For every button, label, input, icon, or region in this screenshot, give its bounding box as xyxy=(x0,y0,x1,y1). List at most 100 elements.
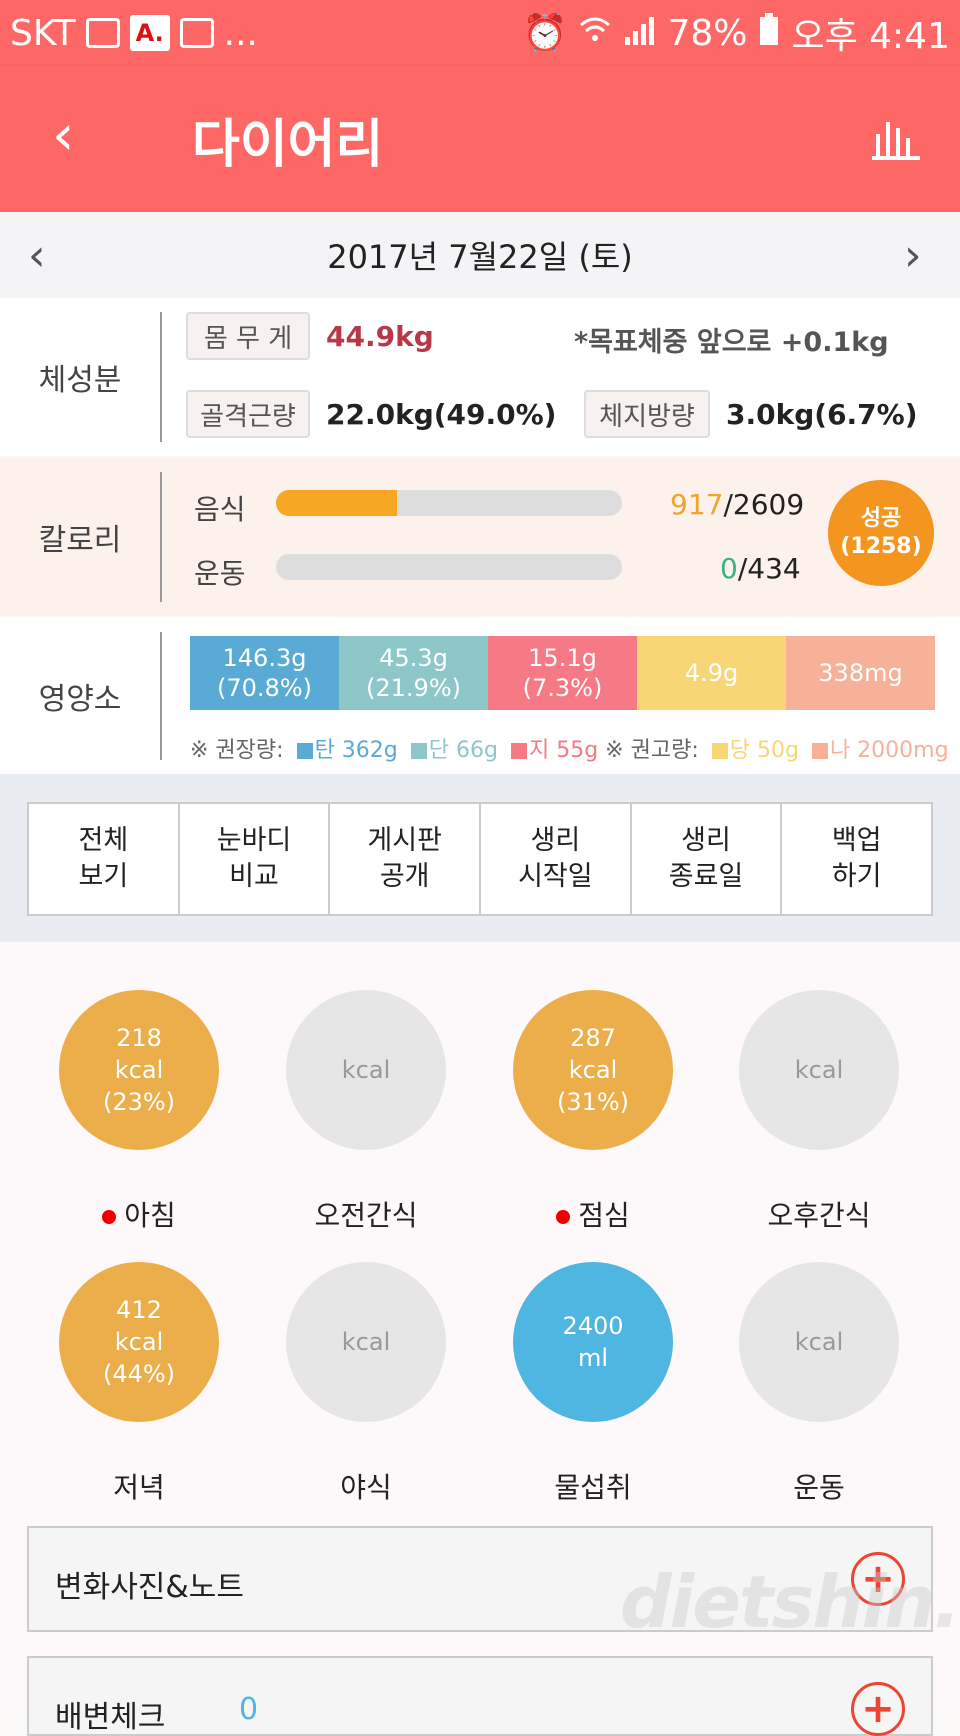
meal-label-text: 오전간식 xyxy=(314,1199,418,1232)
meal-slot[interactable]: 218 kcal (23%) 아침 xyxy=(26,990,252,1234)
nutrient-percent: (7.3%) xyxy=(522,674,603,702)
photo-note-card[interactable]: 변화사진&노트 + xyxy=(27,1526,933,1632)
meal-value: 287 xyxy=(570,1024,616,1052)
meal-slot[interactable]: kcal 오후간식 xyxy=(706,990,932,1234)
nutrient-amount: 338mg xyxy=(818,659,903,687)
carrier-label: SKT xyxy=(10,12,76,54)
meal-calorie-circle[interactable]: kcal xyxy=(739,990,899,1150)
add-bowel-check-button[interactable]: + xyxy=(851,1682,905,1736)
section-label: 칼로리 xyxy=(38,523,122,558)
meal-label-text: 저녁 xyxy=(113,1471,165,1504)
action-button-label: 백업 xyxy=(831,825,882,856)
muscle-tag: 골격근량 xyxy=(186,390,310,438)
page-title: 다이어리 xyxy=(192,115,384,175)
meal-label: 물섭취 xyxy=(480,1466,706,1506)
weight-tag: 몸 무 게 xyxy=(186,312,310,360)
action-button-label: 눈바디 xyxy=(216,825,292,856)
prev-day-button[interactable]: ‹ xyxy=(28,230,46,281)
meal-slot[interactable]: 287 kcal (31%) 점심 xyxy=(480,990,706,1234)
exercise-label: 운동 xyxy=(194,557,246,590)
action-button-label: 게시판 xyxy=(367,825,442,856)
action-button-label: 보기 xyxy=(78,861,129,892)
divider xyxy=(160,472,162,602)
meal-label: 저녁 xyxy=(26,1466,252,1506)
meal-label-text: 물섭취 xyxy=(554,1471,632,1504)
nutrient-segment: 45.3g (21.9%) xyxy=(339,636,488,710)
meal-label-text: 야식 xyxy=(340,1471,392,1504)
bar-chart-icon[interactable] xyxy=(872,116,920,162)
meal-value: kcal xyxy=(341,1328,391,1356)
wifi-icon xyxy=(579,13,611,54)
meal-calorie-circle[interactable]: 412 kcal (44%) xyxy=(59,1262,219,1422)
nutrient-amount: 45.3g xyxy=(379,644,448,672)
meal-slot[interactable]: kcal 야식 xyxy=(253,1262,479,1506)
app-notification-icon xyxy=(179,18,214,48)
meal-value: kcal xyxy=(794,1056,844,1084)
meal-calorie-circle[interactable]: kcal xyxy=(739,1262,899,1422)
meal-value: kcal xyxy=(341,1056,391,1084)
meal-value: ml xyxy=(577,1344,609,1372)
success-badge: 성공 (1258) xyxy=(828,480,934,586)
action-button-label: 하기 xyxy=(831,861,882,892)
nutrient-segment: 15.1g (7.3%) xyxy=(488,636,637,710)
body-composition-section: 체성분 몸 무 게 44.9kg *목표체중 앞으로 +0.1kg 골격근량 2… xyxy=(0,298,960,456)
food-progress-bar xyxy=(276,490,622,516)
action-button-area: 전체 보기 눈바디 비교 게시판 공개 생리 시작일 생리 종료일 백업 하기 xyxy=(0,774,960,942)
nutrient-percent: (21.9%) xyxy=(366,674,461,702)
add-photo-note-button[interactable]: + xyxy=(851,1552,905,1606)
meal-slot[interactable]: 2400 ml 물섭취 xyxy=(480,1262,706,1506)
action-button[interactable]: 전체 보기 xyxy=(29,804,180,914)
meal-label-text: 오후간식 xyxy=(767,1199,871,1232)
meal-calorie-circle[interactable]: kcal xyxy=(286,1262,446,1422)
action-button-label: 생리 xyxy=(530,825,581,856)
meal-calorie-circle[interactable]: 287 kcal (31%) xyxy=(513,990,673,1150)
app-a-icon: A. xyxy=(129,15,170,51)
meal-slot[interactable]: 412 kcal (44%) 저녁 xyxy=(26,1262,252,1506)
nutrient-legend: ※ 권장량: 탄 362g 단 66g 지 55g ※ 권고량: 당 50g 나… xyxy=(190,738,949,763)
photo-note-title: 변화사진&노트 xyxy=(55,1570,244,1605)
current-date: 2017년 7월22일 (토) xyxy=(327,238,633,276)
meal-calorie-circle[interactable]: 218 kcal (23%) xyxy=(59,990,219,1150)
action-button[interactable]: 게시판 공개 xyxy=(330,804,482,914)
nutrient-segment: 338mg xyxy=(786,636,935,710)
battery-icon xyxy=(759,12,779,54)
meal-value: 218 xyxy=(116,1024,162,1052)
nutrient-segment: 146.3g (70.8%) xyxy=(190,636,339,710)
meal-slot[interactable]: kcal 운동 xyxy=(706,1262,932,1506)
meal-value: (44%) xyxy=(102,1360,176,1388)
meal-value: 2400 xyxy=(562,1312,624,1340)
meal-calorie-circle[interactable]: kcal xyxy=(286,990,446,1150)
signal-icon xyxy=(623,13,655,54)
nutrient-bar: 146.3g (70.8%) 45.3g (21.9%) 15.1g (7.3%) 4.9g… xyxy=(190,636,935,710)
meal-slot[interactable]: kcal 오전간식 xyxy=(253,990,479,1234)
goal-weight-note: *목표체중 앞으로 +0.1kg xyxy=(574,327,889,358)
status-bar: SKT A. ... ⏰ 78% 오후 4:41 xyxy=(0,0,960,66)
back-button[interactable]: ‹ xyxy=(52,103,75,168)
battery-percent: 78% xyxy=(667,12,748,54)
divider xyxy=(160,632,162,760)
meal-value: kcal xyxy=(114,1056,164,1084)
nutrient-amount: 15.1g xyxy=(528,644,597,672)
meal-label: 아침 xyxy=(26,1194,252,1234)
action-button-label: 비교 xyxy=(229,861,279,892)
bowel-check-title: 배변체크 xyxy=(55,1700,166,1735)
food-label: 음식 xyxy=(194,493,246,526)
next-day-button[interactable]: › xyxy=(904,230,922,281)
food-progress-fill xyxy=(276,490,398,516)
bowel-check-card[interactable]: 배변체크 0 + xyxy=(27,1656,933,1736)
action-button[interactable]: 생리 종료일 xyxy=(632,804,783,914)
meal-value: 412 xyxy=(116,1296,162,1324)
nutrient-percent: (70.8%) xyxy=(217,674,312,702)
recorded-dot-icon xyxy=(102,1210,117,1224)
meal-calorie-circle[interactable]: 2400 ml xyxy=(513,1262,673,1422)
bowel-count: 0 xyxy=(239,1692,259,1727)
body-fat-value: 3.0kg(6.7%) xyxy=(726,398,918,431)
action-button[interactable]: 생리 시작일 xyxy=(481,804,632,914)
meal-label-text: 운동 xyxy=(793,1471,845,1504)
meal-value: (23%) xyxy=(102,1088,176,1116)
food-calories: 917/2609 xyxy=(670,488,805,521)
weight-value: 44.9kg xyxy=(326,320,434,353)
divider xyxy=(160,312,162,442)
